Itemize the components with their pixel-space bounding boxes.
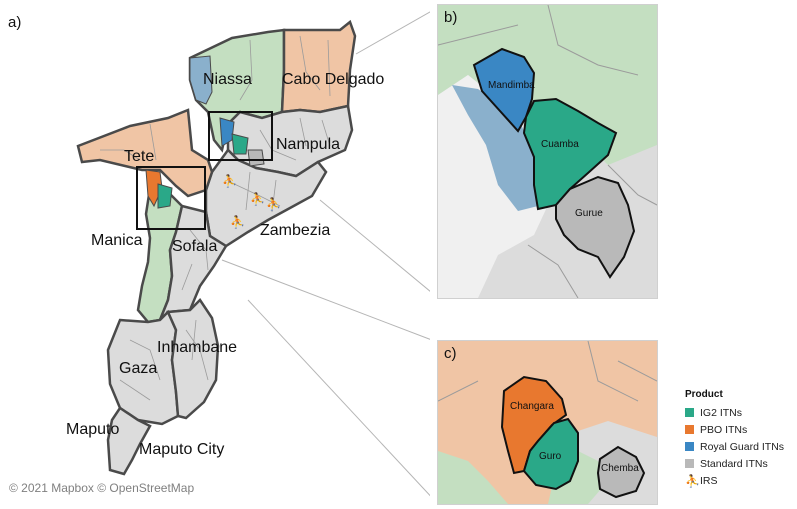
connector-line	[247, 299, 430, 497]
legend-swatch	[685, 459, 694, 468]
legend-title: Product	[685, 389, 723, 400]
spray-person-icon: ⛹	[685, 473, 700, 488]
gurue-area	[247, 149, 265, 167]
label-changara: Changara	[510, 401, 554, 412]
legend-label: PBO ITNs	[700, 423, 748, 436]
panel-label-c: c)	[444, 345, 457, 362]
label-zambezia: Zambezia	[260, 222, 331, 239]
legend-item: Standard ITNs	[685, 455, 795, 472]
inset-b: b) Mandimba Cuamba Gurue	[437, 4, 658, 299]
mozambique-map: ⛹ ⛹ ⛹ ⛹	[76, 11, 430, 497]
label-niassa: Niassa	[203, 71, 252, 88]
inset-c: c) Changara Guro Chemba	[437, 340, 658, 505]
legend-label: IG2 ITNs	[700, 406, 743, 419]
label-sofala: Sofala	[172, 238, 218, 255]
label-guro: Guro	[539, 451, 562, 462]
map-copyright: © 2021 Mapbox © OpenStreetMap	[9, 481, 195, 495]
chemba-district	[596, 445, 646, 499]
legend-label: Royal Guard ITNs	[700, 440, 785, 453]
spray-person-icon: ⛹	[230, 214, 245, 229]
connector-line	[319, 199, 430, 292]
legend-swatch	[685, 408, 694, 417]
spray-person-icon: ⛹	[266, 196, 281, 211]
legend-item: PBO ITNs	[685, 421, 795, 438]
legend: Product IG2 ITNs PBO ITNs Royal Guard IT…	[685, 389, 795, 489]
label-cuamba: Cuamba	[541, 139, 579, 150]
label-maputo-city: Maputo City	[139, 441, 225, 458]
mandimba-district	[472, 47, 536, 133]
panel-label-a: a)	[8, 14, 22, 31]
inhambane-province	[166, 298, 220, 420]
label-inhambane: Inhambane	[157, 339, 238, 356]
spray-person-icon: ⛹	[222, 173, 237, 188]
district-boundaries	[100, 35, 331, 401]
label-chemba: Chemba	[601, 463, 639, 474]
maputo-province	[106, 406, 152, 476]
label-gaza: Gaza	[119, 360, 158, 377]
connector-line	[221, 259, 430, 340]
legend-item: Royal Guard ITNs	[685, 438, 795, 455]
guro-area	[157, 183, 173, 209]
cuamba-area	[231, 133, 249, 155]
cabo-delgado-province	[280, 19, 357, 114]
legend-item: IG2 ITNs	[685, 404, 795, 421]
irs-markers: ⛹ ⛹ ⛹ ⛹	[222, 173, 281, 229]
label-mandimba: Mandimba	[488, 80, 535, 91]
mandimba-area	[219, 117, 235, 147]
label-tete: Tete	[124, 148, 155, 165]
inset-box-c	[136, 166, 206, 230]
guro-district	[522, 417, 579, 491]
legend-item: ⛹ IRS	[685, 472, 795, 489]
legend-label: IRS	[700, 474, 718, 487]
gurue-district	[555, 175, 636, 279]
steelblue-region	[452, 85, 542, 211]
legend-label: Standard ITNs	[700, 457, 768, 470]
cuamba-district	[522, 97, 618, 211]
panel-label-b: b)	[444, 9, 458, 26]
label-cabo-delgado: Cabo Delgado	[282, 71, 385, 88]
legend-swatch	[685, 425, 694, 434]
inset-box-b	[208, 111, 273, 161]
label-maputo: Maputo	[66, 421, 120, 438]
tete-province	[76, 108, 214, 198]
label-nampula: Nampula	[276, 136, 341, 153]
spray-person-icon: ⛹	[250, 191, 265, 206]
niassa-royal-guard-area	[189, 55, 213, 105]
legend-swatch	[685, 442, 694, 451]
connector-line	[355, 11, 430, 55]
label-gurue: Gurue	[575, 208, 603, 219]
label-manica: Manica	[91, 232, 143, 249]
